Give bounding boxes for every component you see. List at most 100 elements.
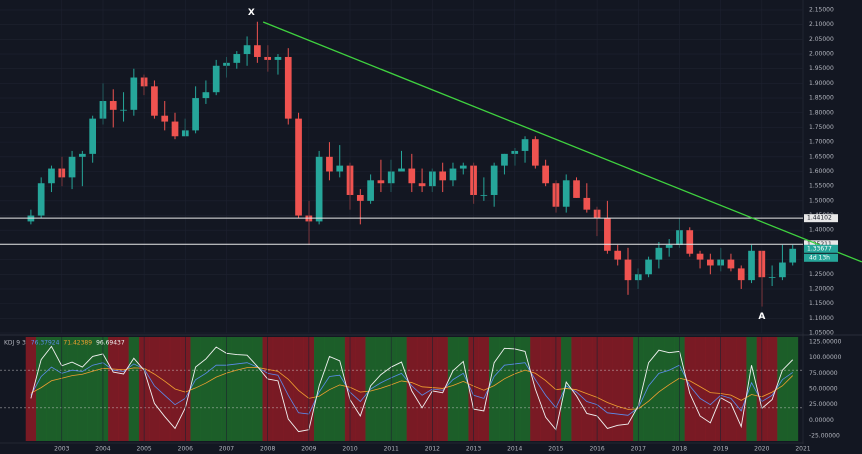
y-tick-label: 1.65000 (809, 153, 834, 160)
candle-body (48, 168, 55, 184)
candle-body (789, 248, 797, 263)
candle-body (192, 98, 199, 131)
candle-body (408, 168, 416, 184)
current-price-box (804, 244, 838, 253)
current-price-label: 1.33677 (807, 245, 832, 252)
indicator-value: 76.37924 (31, 340, 60, 347)
regime-band (66, 337, 78, 441)
regime-band (499, 337, 510, 441)
x-tick-label: 2017 (631, 446, 646, 453)
regime-band (272, 337, 284, 441)
regime-band (612, 337, 624, 441)
candle-body (109, 101, 117, 110)
candle (151, 80, 158, 119)
candle (79, 150, 86, 187)
candle-body (398, 168, 405, 172)
y-tick-label: 1.75000 (809, 124, 834, 131)
x-tick-label: 2011 (384, 446, 399, 453)
candle-body (696, 253, 704, 260)
candle-body (89, 118, 96, 154)
regime-band (736, 337, 747, 441)
candle (562, 174, 570, 213)
regime-band (36, 337, 47, 441)
x-tick-label: 2019 (713, 446, 728, 453)
candle (243, 36, 251, 66)
regime-band (777, 337, 788, 441)
regime-band (437, 337, 449, 441)
candle-body (202, 92, 210, 99)
regime-band (313, 337, 325, 441)
y-tick-label: 75.00000 (809, 370, 838, 377)
candle (665, 239, 673, 257)
candle (89, 115, 96, 163)
countdown-box (804, 253, 838, 262)
regime-band (46, 337, 57, 441)
regime-band (478, 337, 490, 441)
candle-body (367, 180, 374, 201)
regime-band (25, 337, 37, 441)
y-tick-label: 125.00000 (809, 339, 842, 346)
indicator-line (30, 345, 794, 433)
y-tick-label: 2.15000 (809, 6, 834, 13)
y-tick-label: 25.00000 (809, 401, 838, 408)
candle (583, 183, 591, 213)
x-tick-label: 2010 (342, 446, 357, 453)
regime-band (159, 337, 171, 441)
y-tick-label: 100.00000 (809, 354, 842, 361)
candle (789, 244, 797, 266)
x-tick-label: 2020 (754, 446, 769, 453)
y-tick-label: -25.00000 (809, 432, 840, 439)
candle-body (521, 139, 529, 151)
candle-body (665, 244, 673, 248)
y-tick-label: 50.00000 (809, 386, 838, 393)
x-tick-label: 2012 (425, 446, 440, 453)
candle-body (295, 118, 302, 216)
regime-band (324, 337, 335, 441)
regime-band (87, 337, 99, 441)
candle-body (490, 165, 498, 195)
regime-band (447, 337, 459, 441)
candle (655, 241, 663, 269)
x-tick-label: 2013 (466, 446, 481, 453)
y-tick-label: 1.10000 (809, 315, 834, 322)
candle (398, 150, 405, 172)
candle-body (439, 171, 447, 181)
candle (233, 51, 241, 69)
candle (521, 136, 529, 163)
price-label-box (804, 240, 838, 249)
candle-body (779, 262, 786, 278)
candle (68, 150, 76, 190)
regime-band (128, 337, 140, 441)
y-tick-label: 1.80000 (809, 109, 834, 116)
candle (202, 80, 210, 104)
regime-band (200, 337, 212, 441)
indicator-line (30, 362, 793, 416)
candle (377, 159, 385, 193)
annotation: X (248, 8, 255, 18)
regime-band (77, 337, 88, 441)
regime-band (653, 337, 665, 441)
candle-body (171, 121, 179, 137)
y-tick-label: 1.70000 (809, 139, 834, 146)
candle-body (480, 194, 488, 196)
candle-body (130, 77, 138, 110)
candle-body (655, 247, 663, 260)
candle (686, 227, 694, 257)
y-tick-label: 1.90000 (809, 80, 834, 87)
indicator-line (30, 367, 793, 410)
candle-body (233, 54, 241, 63)
regime-band (602, 337, 613, 441)
y-tick-label: 1.20000 (809, 285, 834, 292)
candle-body (326, 156, 333, 172)
candle-body (377, 180, 385, 184)
x-tick-label: 2009 (301, 446, 316, 453)
y-tick-label: 1.85000 (809, 95, 834, 102)
candle (748, 244, 755, 284)
regime-band (406, 337, 418, 441)
candle-body (645, 259, 652, 275)
indicator-title: KDJ 9 3 (4, 340, 26, 347)
candle-body (614, 250, 622, 260)
candle (614, 244, 622, 266)
regime-band (458, 337, 469, 441)
candle-body (243, 45, 251, 55)
